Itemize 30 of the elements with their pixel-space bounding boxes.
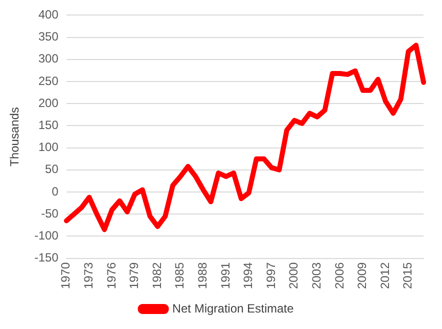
x-tick-label: 2015 — [400, 262, 415, 290]
y-tick-label: -100 — [34, 228, 59, 243]
y-tick-label: 400 — [38, 8, 59, 22]
x-tick-label: 2000 — [286, 262, 301, 290]
y-tick-label: 0 — [52, 184, 59, 198]
x-tick-label: 2012 — [378, 262, 392, 290]
x-tick-label: 1988 — [196, 262, 210, 290]
x-tick-label: 1982 — [150, 262, 164, 290]
y-tick-label: -150 — [34, 250, 59, 265]
legend-label: Net Migration Estimate — [172, 301, 294, 316]
x-tick-label: 1979 — [127, 262, 142, 290]
x-tick-label: 1970 — [58, 262, 73, 290]
x-tick-label: 2009 — [355, 262, 370, 290]
x-tick-label: 1973 — [82, 262, 96, 290]
x-tick-label: 1997 — [264, 262, 278, 290]
x-tick-label: 1985 — [172, 262, 187, 290]
y-tick-label: 50 — [45, 162, 59, 176]
x-tick-label: 1994 — [241, 262, 256, 290]
y-tick-label: 150 — [38, 118, 59, 132]
x-tick-label: 1991 — [218, 262, 232, 290]
x-tick-label: 2003 — [310, 262, 324, 290]
y-tick-label: 200 — [38, 96, 59, 110]
y-tick-label: 250 — [38, 74, 59, 88]
y-axis-title: Thousands — [8, 107, 22, 166]
y-tick-label: 350 — [38, 30, 59, 44]
y-tick-label: 100 — [38, 140, 59, 154]
x-tick-label: 2006 — [332, 262, 346, 290]
x-tick-label: 1976 — [104, 262, 118, 290]
y-tick-label: 300 — [38, 52, 59, 66]
y-tick-label: -50 — [41, 206, 59, 220]
